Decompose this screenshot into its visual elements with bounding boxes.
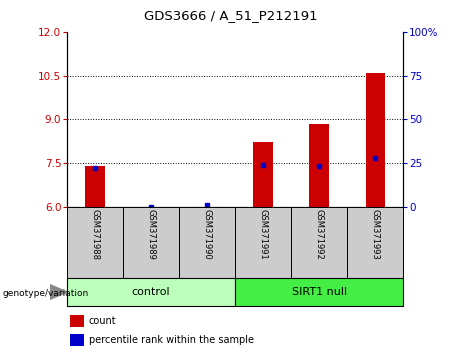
- Text: GSM371988: GSM371988: [90, 209, 100, 260]
- Text: GDS3666 / A_51_P212191: GDS3666 / A_51_P212191: [144, 9, 317, 22]
- Text: SIRT1 null: SIRT1 null: [292, 287, 347, 297]
- Polygon shape: [50, 285, 67, 299]
- Bar: [85, 166, 105, 207]
- Text: percentile rank within the sample: percentile rank within the sample: [89, 335, 254, 345]
- Bar: [235, 207, 291, 278]
- Bar: [123, 207, 179, 278]
- Bar: [309, 124, 329, 207]
- Bar: [366, 73, 385, 207]
- Text: genotype/variation: genotype/variation: [2, 289, 89, 298]
- Bar: [70, 334, 84, 346]
- Bar: [67, 278, 235, 306]
- Text: GSM371989: GSM371989: [147, 209, 155, 260]
- Bar: [179, 207, 235, 278]
- Text: control: control: [132, 287, 170, 297]
- Text: count: count: [89, 316, 116, 326]
- Bar: [235, 278, 403, 306]
- Bar: [291, 207, 347, 278]
- Bar: [254, 142, 273, 207]
- Text: GSM371992: GSM371992: [315, 209, 324, 260]
- Text: GSM371990: GSM371990: [202, 209, 212, 260]
- Text: GSM371993: GSM371993: [371, 209, 380, 260]
- Bar: [347, 207, 403, 278]
- Text: GSM371991: GSM371991: [259, 209, 268, 260]
- Bar: [67, 207, 123, 278]
- Bar: [70, 315, 84, 327]
